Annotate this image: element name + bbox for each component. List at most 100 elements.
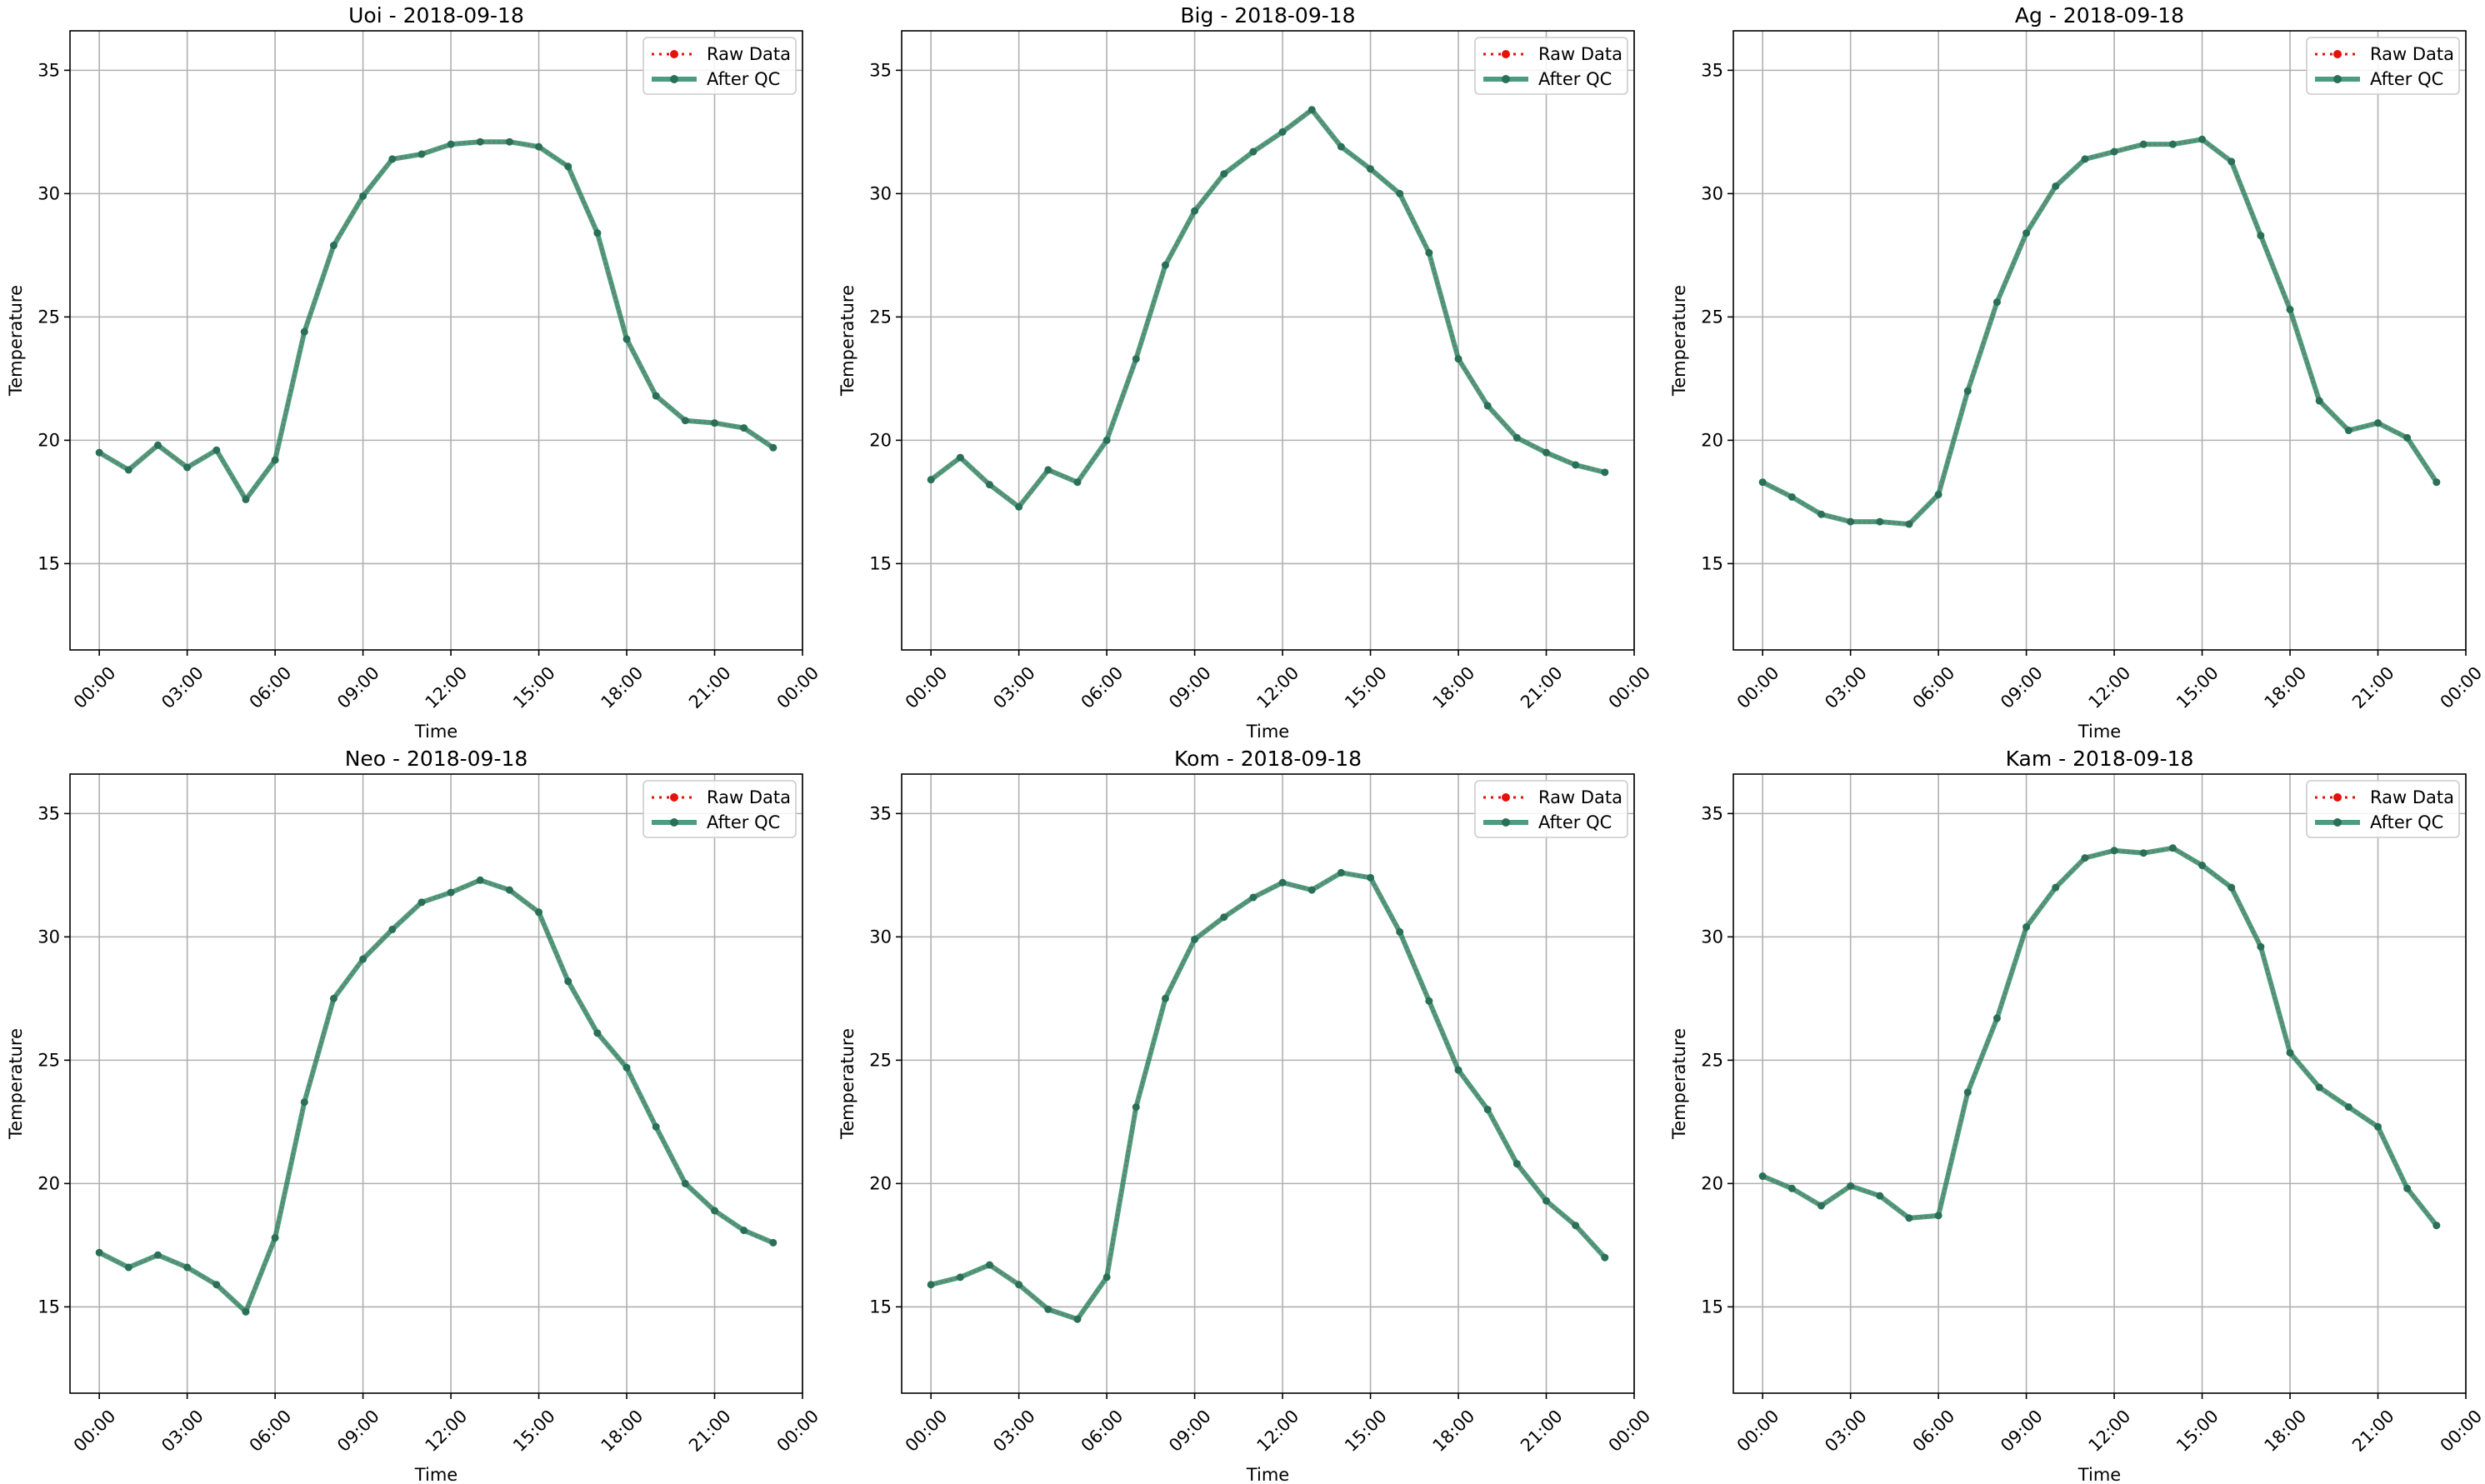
data-point-after-qc	[1308, 886, 1316, 894]
data-point-after-qc	[564, 977, 572, 986]
data-point-after-qc	[1788, 492, 1796, 501]
x-tick-label: 06:00	[1909, 662, 1959, 712]
data-point-after-qc	[1454, 355, 1462, 363]
y-tick-label: 35	[869, 60, 892, 80]
data-point-after-qc	[1132, 1103, 1140, 1112]
x-tick-label: 12:00	[1253, 662, 1303, 712]
data-point-after-qc	[652, 392, 660, 400]
legend-marker-raw-data	[2333, 793, 2342, 802]
x-tick-label: 21:00	[1517, 662, 1567, 712]
data-point-after-qc	[1934, 1212, 1942, 1220]
data-point-after-qc	[388, 155, 397, 163]
data-point-after-qc	[1278, 127, 1287, 136]
data-point-after-qc	[1483, 1106, 1492, 1114]
x-tick-label: 00:00	[1733, 662, 1783, 712]
legend-label-after-qc: After QC	[1538, 69, 1612, 89]
data-point-after-qc	[300, 327, 308, 336]
data-point-after-qc	[740, 424, 748, 432]
data-point-after-qc	[1073, 1315, 1082, 1323]
x-tick-label: 12:00	[422, 662, 472, 712]
data-point-after-qc	[95, 1248, 103, 1257]
x-tick-label: 18:00	[2261, 662, 2311, 712]
legend-label-raw-data: Raw Data	[707, 787, 791, 807]
x-tick-label: 15:00	[2172, 662, 2222, 712]
data-point-after-qc	[2110, 147, 2118, 156]
data-point-after-qc	[985, 1261, 993, 1269]
legend: Raw Data After QC	[642, 37, 797, 95]
y-axis-label: Temperature	[1669, 1028, 1689, 1140]
data-point-after-qc	[2374, 1122, 2382, 1131]
x-tick-label: 09:00	[1997, 662, 2047, 712]
y-tick-label: 30	[869, 927, 892, 947]
data-point-after-qc	[1425, 997, 1433, 1005]
data-point-after-qc	[1044, 466, 1052, 474]
data-point-after-qc	[212, 1281, 221, 1289]
data-point-after-qc	[1102, 436, 1111, 444]
data-point-after-qc	[1963, 1088, 1972, 1097]
data-point-after-qc	[2110, 847, 2118, 855]
data-point-after-qc	[564, 162, 572, 171]
axes-frame	[69, 30, 803, 651]
data-point-after-qc	[329, 994, 338, 1002]
data-point-after-qc	[1396, 189, 1404, 197]
chart-title: Neo - 2018-09-18	[345, 747, 528, 771]
data-point-after-qc	[1073, 478, 1082, 487]
data-point-after-qc	[1220, 170, 1228, 178]
x-axis-label: Time	[2078, 1465, 2121, 1484]
data-point-after-qc	[183, 1263, 192, 1272]
x-tick-label: 00:00	[773, 1406, 823, 1456]
data-point-after-qc	[212, 446, 221, 454]
legend-marker-raw-data	[670, 793, 678, 802]
data-point-after-qc	[2403, 433, 2412, 442]
data-point-after-qc	[711, 419, 719, 427]
x-tick-label: 12:00	[1253, 1406, 1303, 1456]
data-point-after-qc	[2081, 854, 2089, 862]
x-tick-label: 18:00	[598, 1406, 648, 1456]
x-tick-label: 18:00	[1429, 662, 1479, 712]
legend-label-after-qc: After QC	[2370, 812, 2443, 832]
x-tick-label: 15:00	[509, 1406, 559, 1456]
data-point-after-qc	[1102, 1273, 1111, 1282]
data-point-after-qc	[1512, 1160, 1521, 1168]
data-point-after-qc	[1542, 448, 1551, 457]
data-point-after-qc	[124, 1263, 132, 1272]
chart-panel: 15 20 25 30 35 00:00 03:00 06:00 09:00 12:00 15:00…	[1669, 747, 2485, 1484]
y-tick-label: 25	[869, 1050, 892, 1070]
y-tick-label: 25	[38, 307, 60, 327]
data-point-after-qc	[183, 463, 192, 472]
y-tick-label: 35	[869, 803, 892, 823]
data-point-after-qc	[956, 453, 964, 462]
data-point-after-qc	[1191, 935, 1199, 943]
legend: Raw Data After QC	[1474, 37, 1628, 95]
axes-frame	[1732, 30, 2467, 651]
data-point-after-qc	[271, 456, 279, 464]
data-point-after-qc	[447, 140, 455, 148]
data-point-after-qc	[95, 448, 103, 457]
data-point-after-qc	[2081, 155, 2089, 163]
data-point-after-qc	[329, 242, 338, 250]
x-tick-label: 09:00	[333, 662, 383, 712]
x-tick-label: 09:00	[1997, 1406, 2047, 1456]
x-tick-label: 00:00	[773, 662, 823, 712]
data-point-after-qc	[535, 142, 543, 151]
chart-title: Uoi - 2018-09-18	[348, 3, 524, 27]
data-point-after-qc	[1220, 913, 1228, 922]
legend: Raw Data After QC	[2306, 780, 2460, 838]
x-tick-label: 21:00	[2348, 662, 2398, 712]
x-tick-label: 15:00	[1341, 662, 1391, 712]
data-point-after-qc	[1905, 520, 1913, 528]
x-tick-label: 00:00	[1605, 1406, 1655, 1456]
y-tick-label: 30	[38, 183, 60, 203]
y-tick-label: 30	[1701, 183, 1723, 203]
data-point-after-qc	[2198, 862, 2207, 870]
legend-label-after-qc: After QC	[2370, 69, 2443, 89]
chart-panel: 15 20 25 30 35 00:00 03:00 06:00 09:00 12:00 15:00…	[838, 3, 1654, 742]
data-point-after-qc	[418, 898, 426, 907]
x-tick-label: 15:00	[509, 662, 559, 712]
legend-marker-after-qc	[2333, 75, 2342, 83]
series-line-raw-data	[1762, 138, 2438, 526]
y-tick-label: 20	[1701, 430, 1723, 450]
data-point-after-qc	[1132, 355, 1140, 363]
data-point-after-qc	[2403, 1184, 2412, 1192]
data-point-after-qc	[1278, 878, 1287, 887]
